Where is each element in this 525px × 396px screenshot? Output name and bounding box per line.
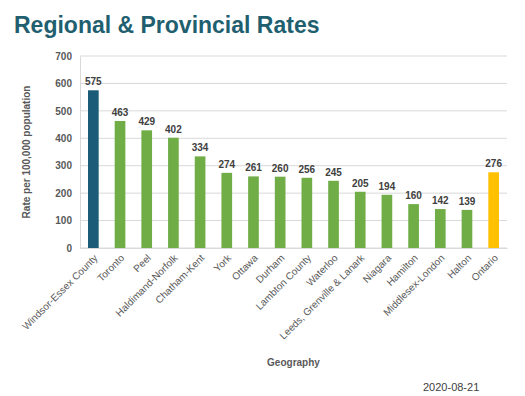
x-tick: Windsor-Essex County [20, 248, 100, 332]
bar [221, 173, 232, 248]
data-label: 276 [485, 158, 502, 169]
y-tick: 500 [55, 106, 80, 117]
x-tick-label: Toronto [95, 252, 127, 284]
data-label: 334 [192, 142, 209, 153]
y-axis-line [80, 57, 81, 249]
x-tick-label: Middlesex-London [381, 252, 447, 318]
x-axis-line [81, 248, 508, 249]
data-label: 139 [459, 196, 476, 207]
data-label: 245 [325, 167, 342, 178]
bars [88, 90, 499, 248]
y-axis-title: Rate per 100,000 population [21, 86, 32, 219]
bar [275, 177, 286, 248]
y-tick: 400 [55, 133, 80, 144]
x-tick: Ontario [469, 248, 500, 283]
bar [168, 138, 179, 248]
bar [408, 204, 419, 248]
x-tick-label: Ontario [469, 252, 500, 283]
y-tick-label: 600 [55, 78, 72, 89]
data-label: 261 [245, 162, 262, 173]
x-tick-label: Leeds, Grenville & Lanark [277, 252, 367, 342]
data-label: 205 [352, 178, 369, 189]
bar [195, 156, 206, 248]
data-label: 194 [379, 181, 396, 192]
bar [488, 172, 499, 248]
y-tick-label: 300 [55, 160, 72, 171]
grid-line [80, 56, 507, 57]
y-tick: 0 [66, 243, 80, 254]
date: 2020-08-21 [423, 381, 479, 393]
y-tick: 700 [55, 51, 80, 62]
data-label: 463 [112, 107, 129, 118]
bar [141, 130, 152, 248]
title: Regional & Provincial Rates [14, 12, 319, 38]
data-label: 429 [138, 116, 155, 127]
bar [328, 181, 339, 248]
data-label: 256 [299, 164, 316, 175]
data-labels: 575 463 429 402 334 274 261 260 256 245 205 194 160 1… [85, 76, 502, 207]
data-label: 402 [165, 124, 182, 135]
y-tick-label: 400 [55, 133, 72, 144]
y-tick: 200 [55, 188, 80, 199]
y-tick-label: 200 [55, 188, 72, 199]
x-tick-label: Windsor-Essex County [20, 252, 100, 332]
x-tick-label: Peel [131, 252, 153, 274]
x-tick: Leeds, Grenville & Lanark [277, 248, 367, 341]
data-label: 160 [405, 190, 422, 201]
y-tick-label: 700 [55, 51, 72, 62]
y-tick-label: 100 [55, 215, 72, 226]
y-tick: 100 [55, 215, 80, 226]
grid [80, 56, 507, 248]
bar [462, 210, 473, 248]
chart: Regional & Provincial Rates 0 100 200 300 400… [0, 0, 525, 396]
y-tick-label: 0 [66, 243, 72, 254]
bar [115, 121, 126, 248]
y-axis: 0 100 200 300 400 500 600 700 [55, 51, 80, 254]
bar [382, 195, 393, 248]
data-label: 274 [218, 159, 235, 170]
plot: 0 100 200 300 400 500 600 700 Windsor-Essex Coun… [20, 51, 507, 342]
x-tick: York [211, 248, 233, 274]
y-tick: 600 [55, 78, 80, 89]
x-tick: Peel [131, 248, 153, 274]
x-tick-label: Lambton County [254, 252, 314, 312]
x-tick-label: York [211, 252, 233, 274]
x-axis-title: Geography [267, 357, 320, 368]
data-label: 260 [272, 163, 289, 174]
x-axis: Windsor-Essex CountyTorontoPeelHaldimand… [20, 248, 507, 341]
bar [355, 192, 366, 248]
x-tick: Middlesex-London [381, 248, 447, 318]
y-tick-label: 500 [55, 106, 72, 117]
x-tick: Toronto [95, 248, 127, 284]
data-label: 575 [85, 76, 102, 87]
grid-line [80, 110, 507, 111]
x-tick-label: Chatham-Kent [153, 252, 207, 306]
x-tick: Chatham-Kent [153, 248, 207, 306]
bar [302, 178, 313, 248]
bar [88, 90, 99, 248]
bar [248, 176, 259, 248]
y-tick: 300 [55, 160, 80, 171]
grid-line [80, 83, 507, 84]
bar [435, 209, 446, 248]
data-label: 142 [432, 195, 449, 206]
